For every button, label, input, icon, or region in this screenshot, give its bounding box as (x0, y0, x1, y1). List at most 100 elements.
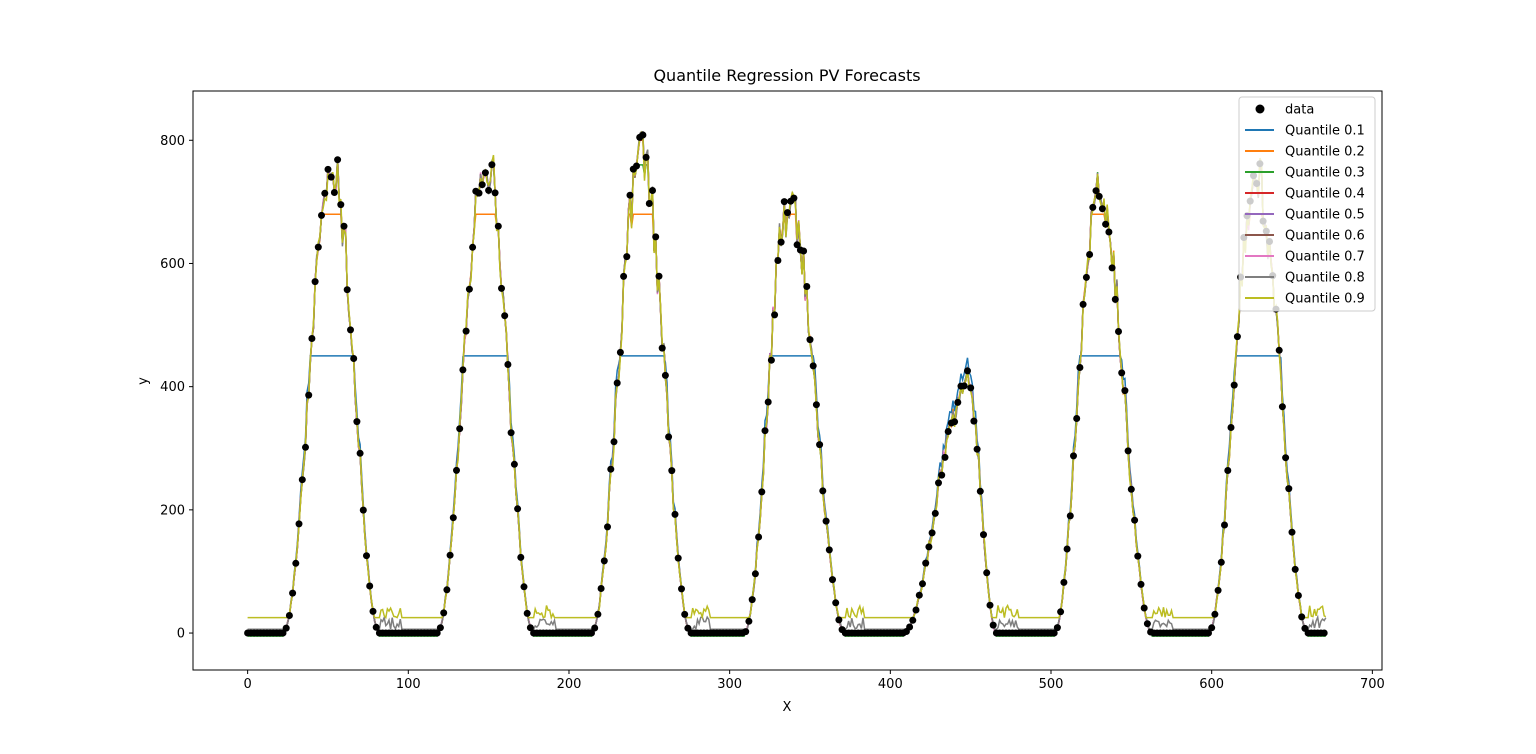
data-point (594, 610, 602, 618)
data-point (1211, 610, 1219, 618)
data-point (1063, 545, 1071, 553)
data-point (1214, 586, 1222, 594)
data-point (459, 366, 467, 374)
legend-marker-data (1255, 104, 1265, 114)
data-point (964, 367, 971, 375)
data-point (372, 623, 380, 631)
data-point (655, 272, 663, 280)
data-point (767, 356, 775, 364)
data-point (973, 445, 981, 453)
data-point (440, 609, 448, 617)
data-point (928, 529, 936, 537)
data-point (324, 165, 332, 173)
data-point (1105, 228, 1113, 236)
data-point (668, 467, 676, 475)
data-point (912, 606, 920, 614)
data-point (321, 189, 329, 197)
series-line-q0.9 (247, 130, 1327, 621)
data-point (1137, 580, 1145, 588)
data-point (915, 591, 923, 599)
data-point (607, 465, 615, 473)
data-point (1282, 454, 1290, 462)
data-point (1205, 629, 1212, 637)
data-point (507, 429, 515, 437)
x-tick-label: 300 (717, 677, 742, 692)
data-point (665, 433, 673, 441)
data-point (652, 233, 660, 241)
data-point (436, 624, 444, 632)
legend: data Quantile 0.1 Quantile 0.2 Quantile 0.3… (1238, 96, 1376, 312)
data-point (941, 453, 949, 461)
data-point (591, 624, 599, 632)
y-axis: 0 200 400 600 800 (160, 134, 193, 642)
chart-title: Quantile Regression PV Forecasts (653, 66, 920, 85)
legend-label: Quantile 0.7 (1285, 250, 1365, 265)
data-point (282, 624, 290, 632)
data-point (674, 554, 682, 562)
data-point (1060, 578, 1068, 586)
data-point (967, 384, 975, 392)
data-point (1082, 273, 1090, 281)
data-point (456, 425, 464, 433)
data-point (366, 582, 374, 590)
data-point (504, 361, 512, 368)
data-point (1050, 629, 1058, 637)
data-point (771, 311, 779, 319)
data-point (1227, 424, 1235, 431)
data-point (748, 596, 756, 604)
data-point (491, 189, 499, 197)
data-point (1102, 220, 1110, 228)
data-point (517, 553, 525, 561)
data-point (758, 488, 766, 496)
x-tick-label: 0 (243, 677, 251, 692)
data-point (600, 557, 608, 565)
data-point (347, 326, 354, 334)
data-point (931, 509, 939, 517)
data-point (800, 247, 808, 255)
data-point (1076, 364, 1084, 371)
data-point (976, 487, 984, 495)
data-point (1291, 565, 1299, 573)
data-point (623, 253, 631, 261)
data-point (780, 198, 788, 206)
data-point (305, 391, 313, 399)
data-point (793, 241, 801, 249)
data-point (449, 514, 457, 522)
data-point (613, 379, 621, 387)
data-point (755, 533, 763, 541)
x-tick-label: 100 (396, 677, 421, 692)
data-point (498, 284, 505, 292)
data-point (790, 194, 798, 202)
data-point (1115, 328, 1122, 335)
data-point (822, 517, 830, 525)
data-point (1057, 608, 1065, 616)
data-point (681, 610, 689, 618)
data-point (1230, 381, 1238, 389)
data-point (443, 586, 451, 594)
data-point (369, 607, 377, 615)
data-point (642, 153, 650, 161)
data-point (1079, 300, 1087, 308)
data-point (343, 286, 351, 294)
data-point (1298, 613, 1306, 621)
data-point (751, 570, 759, 578)
y-tick-label: 600 (160, 257, 185, 272)
data-point (951, 418, 959, 426)
data-point (285, 612, 293, 619)
legend-label: Quantile 0.2 (1285, 145, 1365, 160)
data-point (764, 398, 772, 406)
data-point (337, 201, 345, 209)
data-point (784, 209, 791, 217)
data-point (1066, 512, 1074, 520)
data-point (835, 616, 843, 624)
data-point (1127, 485, 1135, 493)
data-point (616, 348, 624, 356)
data-point (1217, 558, 1225, 566)
data-point (1221, 521, 1228, 529)
data-point (295, 520, 303, 528)
y-tick-label: 400 (160, 380, 185, 395)
data-point (356, 449, 364, 457)
data-point (340, 222, 348, 230)
data-point (318, 211, 325, 219)
data-point (671, 510, 679, 518)
